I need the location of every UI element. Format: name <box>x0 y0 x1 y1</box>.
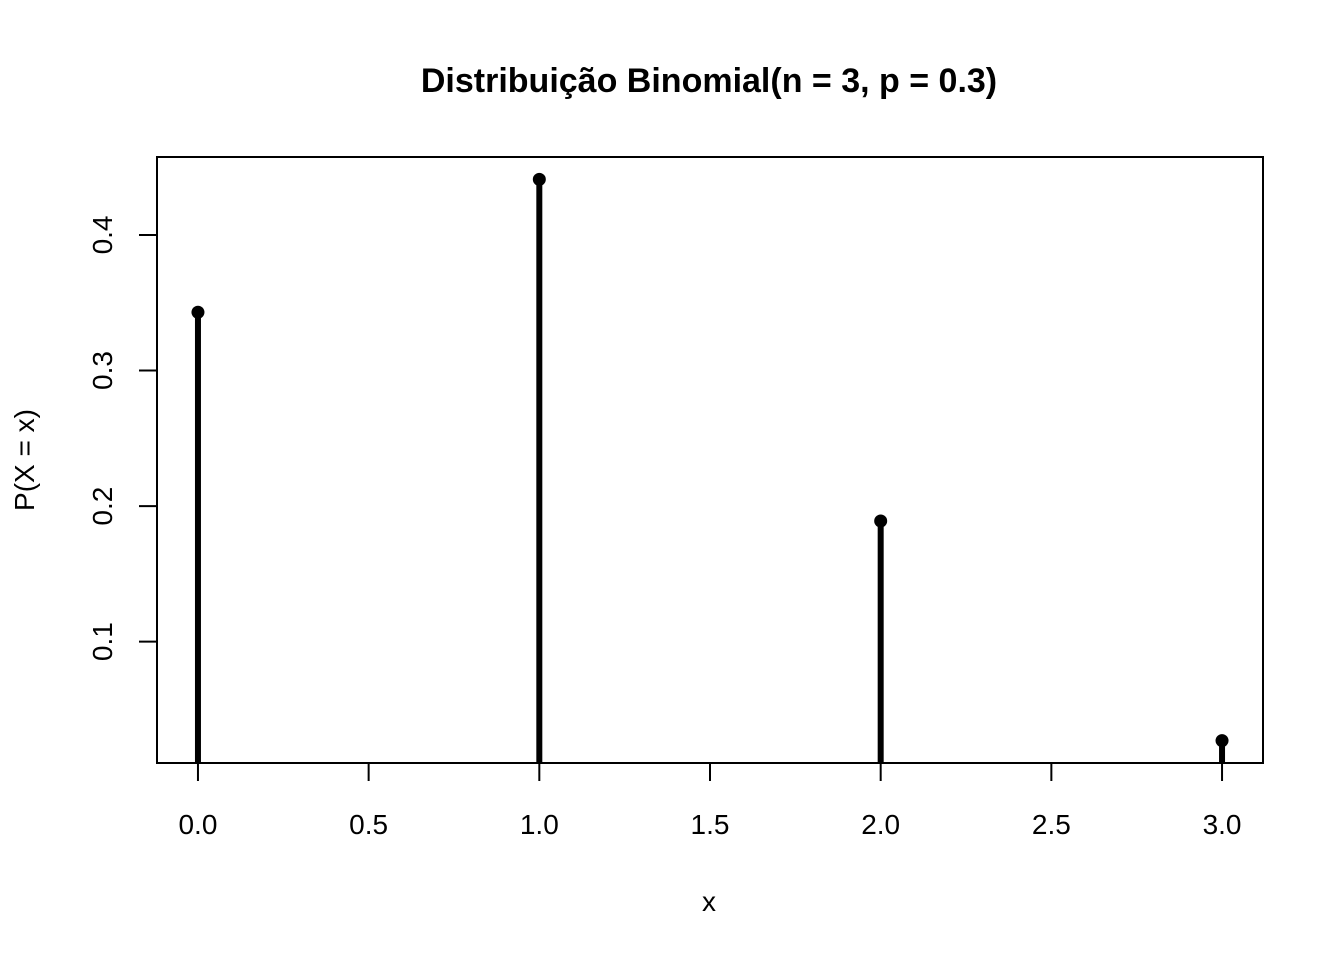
x-tick-label: 3.0 <box>1203 809 1242 840</box>
stem-point <box>191 305 205 319</box>
x-axis: 0.0 0.5 1.0 1.5 2.0 2.5 3.0 <box>178 762 1242 840</box>
x-tick-label: 0.5 <box>349 809 388 840</box>
y-tick-label: 0.1 <box>87 622 118 661</box>
x-tick-label: 2.5 <box>1032 809 1071 840</box>
x-tick-label: 1.5 <box>691 809 730 840</box>
x-tick-label: 2.0 <box>861 809 900 840</box>
stems-layer <box>191 172 1229 763</box>
x-axis-label: x <box>702 886 716 917</box>
y-tick-label: 0.4 <box>87 215 118 254</box>
x-tick-label: 1.0 <box>520 809 559 840</box>
stem-point <box>874 514 888 528</box>
y-axis: 0.1 0.2 0.3 0.4 <box>87 215 158 661</box>
y-tick-label: 0.3 <box>87 351 118 390</box>
x-tick-label: 0.0 <box>178 809 217 840</box>
y-tick-label: 0.2 <box>87 487 118 526</box>
stem-point <box>532 172 546 186</box>
stem-point <box>1215 734 1229 748</box>
chart-title: Distribuição Binomial(n = 3, p = 0.3) <box>421 62 997 100</box>
y-axis-label: P(X = x) <box>9 409 40 511</box>
plot-frame <box>156 156 1264 764</box>
